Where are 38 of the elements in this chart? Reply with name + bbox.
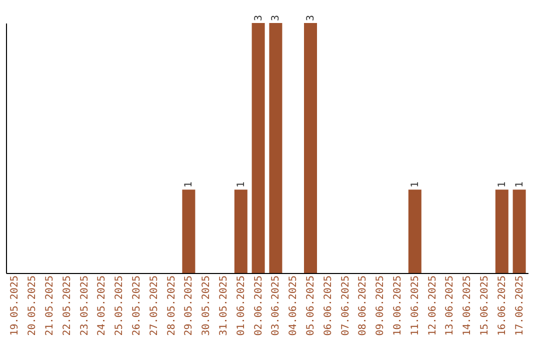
- x-tick-label: 10.06.2025: [392, 276, 404, 336]
- x-tick-label: 02.06.2025: [253, 276, 264, 336]
- x-tick-label: 13.06.2025: [444, 276, 456, 336]
- data-label: 1: [184, 182, 195, 188]
- x-tick-label: 01.06.2025: [236, 276, 247, 336]
- x-tick-label: 30.05.2025: [201, 276, 212, 336]
- x-tick-label: 14.06.2025: [462, 276, 474, 336]
- x-tick-label: 11.06.2025: [410, 276, 421, 336]
- x-tick-label: 26.05.2025: [132, 276, 142, 336]
- x-tick-label: 08.06.2025: [358, 276, 369, 336]
- x-tick-label: 22.05.2025: [62, 276, 73, 336]
- x-tick-label: 27.05.2025: [148, 276, 160, 336]
- data-label: 1: [410, 182, 421, 188]
- x-tick-label: 03.06.2025: [270, 276, 282, 336]
- data-label: 1: [236, 182, 247, 188]
- x-tick-label: 09.06.2025: [375, 276, 386, 336]
- x-tick-label: 07.06.2025: [340, 276, 352, 336]
- x-tick-label: 16.06.2025: [496, 276, 508, 336]
- x-tick-label: 28.05.2025: [166, 276, 178, 336]
- data-label: 3: [270, 14, 282, 21]
- x-tick-label: 25.05.2025: [114, 276, 126, 336]
- x-tick-label: 12.06.2025: [427, 276, 438, 336]
- x-tick-label: 17.06.2025: [514, 276, 526, 336]
- data-label: 1: [496, 182, 508, 188]
- x-tick-label: 31.05.2025: [218, 276, 230, 336]
- x-tick-label: 19.05.2025: [10, 276, 21, 336]
- x-tick-label: 29.05.2025: [184, 276, 195, 336]
- x-tick-label: 06.06.2025: [322, 276, 334, 336]
- data-label: 3: [306, 14, 316, 21]
- x-tick-label: 05.06.2025: [306, 276, 316, 336]
- x-tick-label: 20.05.2025: [27, 276, 38, 336]
- data-label: 1: [514, 182, 526, 188]
- data-label: 3: [253, 14, 264, 21]
- x-tick-label: 23.05.2025: [79, 276, 90, 336]
- x-tick-label: 21.05.2025: [44, 276, 56, 336]
- x-tick-label: 15.06.2025: [480, 276, 490, 336]
- x-tick-label: 04.06.2025: [288, 276, 300, 336]
- x-tick-label: 24.05.2025: [96, 276, 108, 336]
